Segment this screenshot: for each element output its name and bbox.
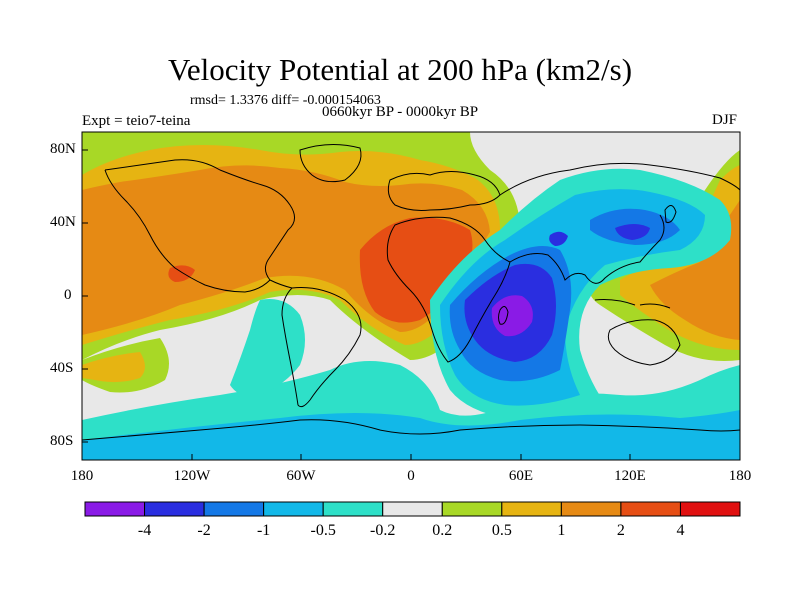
ytick-label-0: 0 xyxy=(64,287,72,303)
colorbar-label: -4 xyxy=(137,522,152,539)
colorbar-swatch xyxy=(441,501,503,517)
colorbar-label: 0.2 xyxy=(432,522,453,539)
ytick-label-40S: 40S xyxy=(50,360,74,376)
coast-greenland xyxy=(299,144,362,183)
colorbar-swatch xyxy=(263,501,324,517)
xtick-label-120e: 120E xyxy=(614,468,646,484)
colorbar-swatch xyxy=(144,501,205,517)
coast-asia-south xyxy=(509,214,665,284)
coast-north-america xyxy=(104,159,295,289)
coast-europe xyxy=(387,171,501,211)
colorbar-swatch xyxy=(560,501,622,517)
axis-ticks xyxy=(81,149,741,460)
colorbar-swatch xyxy=(84,501,146,517)
xtick-label-180w: 180 xyxy=(70,468,94,484)
field-band-1-south-pacific xyxy=(82,352,145,383)
field-band-m2-arabia xyxy=(549,231,568,246)
colorbar xyxy=(84,501,741,517)
colorbar-label: 2 xyxy=(616,522,625,539)
field-band-m4-center xyxy=(491,295,533,337)
experiment-label: Expt = teio7-teina xyxy=(82,113,191,129)
field-band-m0p5-south xyxy=(82,410,740,460)
xtick-label-60w: 60W xyxy=(286,468,316,484)
xtick-label-180e: 180 xyxy=(728,468,752,484)
coast-antarctica xyxy=(82,419,740,441)
period-label: 0660kyr BP - 0000kyr BP xyxy=(322,104,479,120)
field-band-4-pacific xyxy=(168,265,195,282)
colorbar-swatch xyxy=(382,501,443,517)
ytick-label-80N: 80N xyxy=(50,141,76,157)
coast-australia xyxy=(607,319,681,366)
coastlines xyxy=(82,144,740,441)
xtick-label-120w: 120W xyxy=(173,468,211,484)
field-band-m2-japan xyxy=(615,224,650,240)
coast-indonesia xyxy=(594,299,671,309)
coast-north-america-west xyxy=(104,169,271,293)
colorbar-swatch xyxy=(501,501,562,517)
plot-title: Velocity Potential at 200 hPa (km2/s) xyxy=(167,52,633,87)
coast-south-america xyxy=(281,287,362,408)
negative-contours xyxy=(82,168,740,460)
ytick-label-40N: 40N xyxy=(50,214,76,230)
colorbar-swatch xyxy=(203,501,265,517)
colorbar-label: -0.2 xyxy=(370,522,396,539)
colorbar-label: -2 xyxy=(197,522,211,539)
coast-madagascar xyxy=(498,306,509,325)
map-field xyxy=(82,132,740,460)
coast-japan xyxy=(664,205,677,223)
colorbar-label: -1 xyxy=(256,522,271,539)
colorbar-swatch xyxy=(679,501,741,517)
xtick-label-60e: 60E xyxy=(508,468,534,484)
colorbar-label: 4 xyxy=(676,522,685,539)
ytick-label-80S: 80S xyxy=(50,433,74,449)
coast-africa xyxy=(386,216,511,363)
season-label: DJF xyxy=(712,112,738,128)
colorbar-swatch xyxy=(322,501,384,517)
coast-asia xyxy=(499,162,740,196)
xtick-label-0: 0 xyxy=(407,468,415,484)
colorbar-swatch xyxy=(620,501,681,517)
colorbar-label: 0.5 xyxy=(491,522,512,539)
colorbar-label: 1 xyxy=(557,522,566,539)
colorbar-label: -0.5 xyxy=(310,522,336,539)
field-band-m0p2-pacific-s xyxy=(230,299,305,397)
stats-line: rmsd= 1.3376 diff= -0.000154063 xyxy=(190,93,381,108)
